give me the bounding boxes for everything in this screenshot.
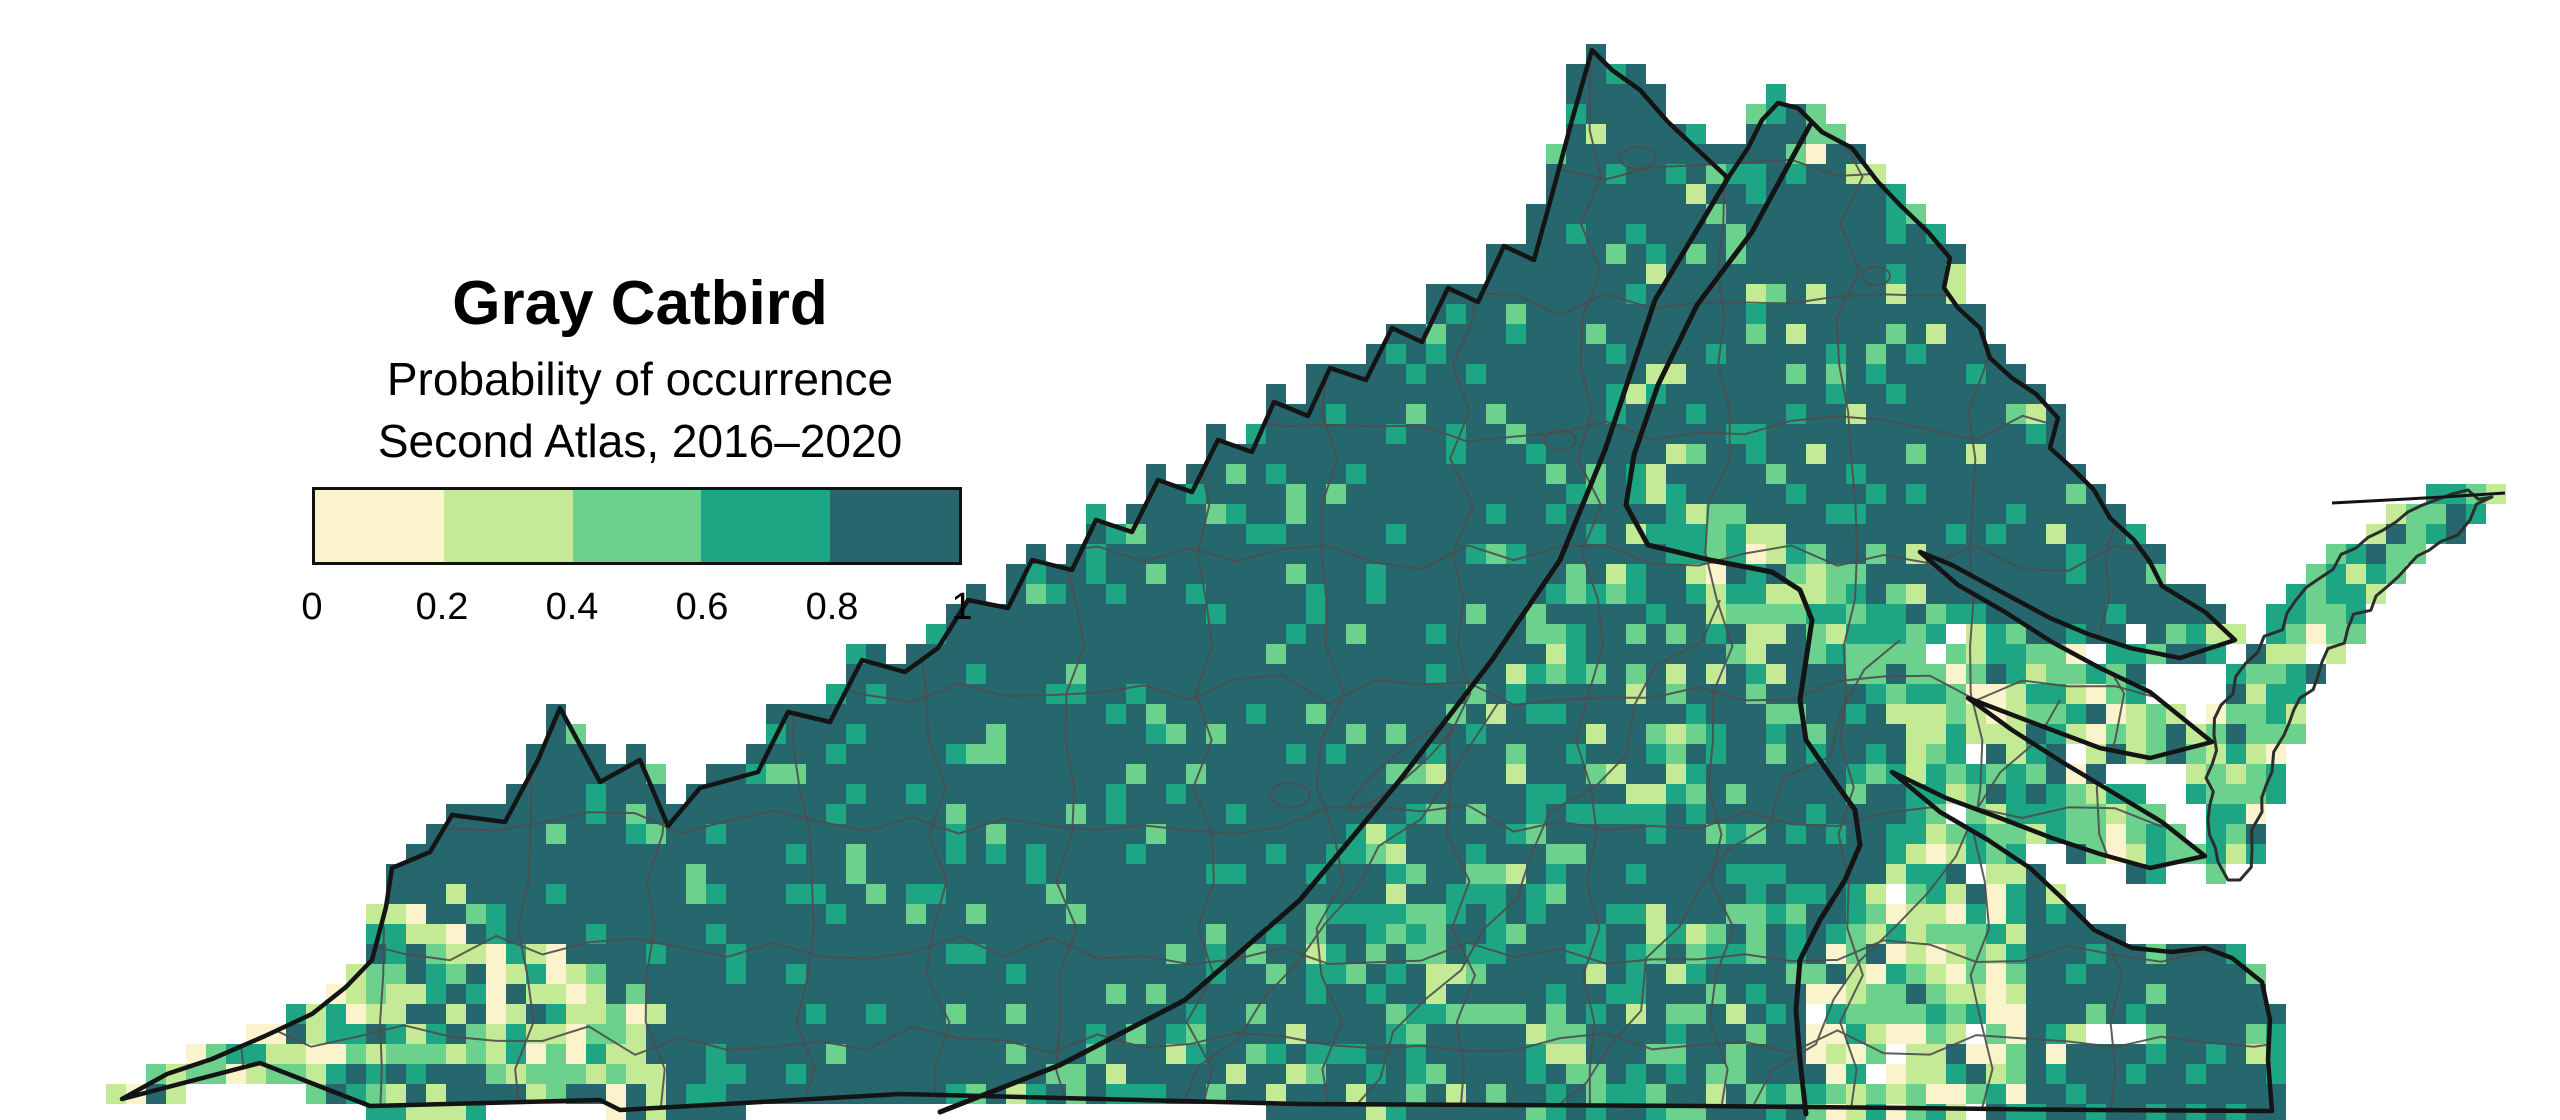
virginia-state-outline bbox=[119, 47, 2275, 1114]
blue-ridge-west-boundary bbox=[937, 175, 1731, 1115]
blue-ridge-east-boundary bbox=[1623, 122, 1863, 1117]
maryland-border-line bbox=[2331, 491, 2506, 505]
eastern-shore-outline bbox=[2204, 488, 2494, 882]
